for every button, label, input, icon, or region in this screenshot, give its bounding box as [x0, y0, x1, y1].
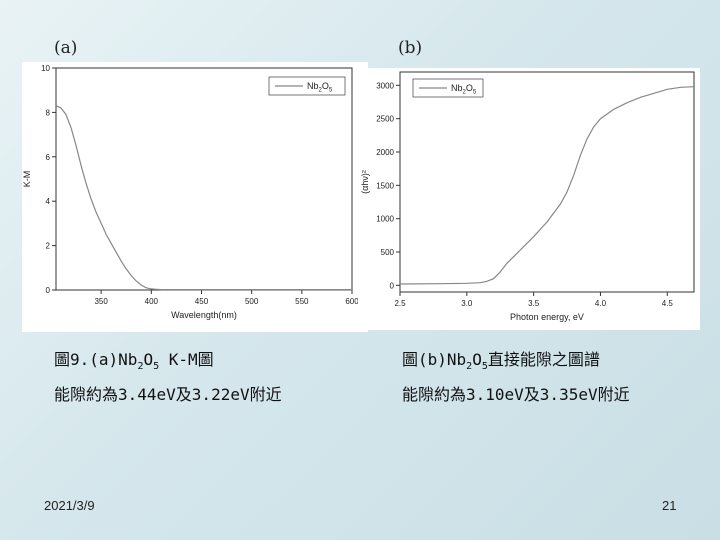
y-tick-label: 10 [41, 64, 50, 73]
y-axis-label: (αhν)² [360, 170, 370, 194]
caption-right-prefix: 圖(b)Nb [402, 350, 467, 369]
x-tick-label: 600 [345, 297, 359, 306]
caption-right-line1: 圖(b)Nb2O5直接能隙之圖譜 [402, 346, 630, 381]
caption-left: 圖9.(a)Nb2O5 K-M圖 能隙約為3.44eV及3.22eV附近 [54, 346, 282, 409]
panel-label-a: (a) [54, 38, 78, 58]
chart-b: 2.5 3.0 3.5 4.0 4.5 0 500 1000 1500 2000 2500 3000 P… [358, 68, 700, 330]
legend-label: Nb2O5 [307, 81, 333, 94]
y-tick-label: 0 [390, 281, 395, 290]
x-tick-label: 500 [245, 297, 259, 306]
x-tick-label: 3.0 [461, 299, 473, 308]
caption-right-mid: O [472, 350, 482, 369]
chart-a: 350 400 450 500 550 600 0 2 4 6 8 10 Wavelength(nm) K… [22, 62, 368, 332]
x-tick-label: 4.5 [662, 299, 674, 308]
x-axis-label: Photon energy, eV [510, 312, 584, 322]
y-tick-label: 500 [381, 248, 395, 257]
x-tick-label: 450 [195, 297, 209, 306]
panel-label-b: (b) [398, 38, 423, 58]
chart-b-svg: 2.5 3.0 3.5 4.0 4.5 0 500 1000 1500 2000 2500 3000 P… [360, 71, 695, 322]
y-tick-label: 1000 [376, 215, 394, 224]
series-line-Nb2O5 [55, 105, 352, 291]
y-axis-label: K-M [22, 171, 32, 188]
x-tick-label: 400 [145, 297, 159, 306]
slide-number: 21 [662, 498, 677, 513]
y-tick-label: 3000 [376, 81, 394, 90]
y-tick-label: 6 [46, 153, 51, 162]
caption-left-suffix: K-M圖 [159, 350, 214, 369]
y-tick-label: 0 [46, 286, 51, 295]
y-tick-label: 2500 [376, 115, 394, 124]
y-tick-label: 1500 [376, 181, 394, 190]
plot-frame [399, 71, 695, 293]
y-tick-label: 8 [46, 108, 51, 117]
legend-label: Nb2O5 [451, 83, 477, 96]
slide-date: 2021/3/9 [44, 498, 95, 513]
x-tick-label: 4.0 [595, 299, 607, 308]
legend-box [268, 76, 346, 96]
x-tick-label: 2.5 [394, 299, 406, 308]
chart-a-svg: 350 400 450 500 550 600 0 2 4 6 8 10 Wavelength(nm) K… [22, 64, 359, 320]
legend-box [412, 78, 484, 98]
caption-right-sub2: 5 [481, 361, 488, 373]
x-tick-label: 3.5 [528, 299, 540, 308]
caption-left-mid: O [143, 350, 154, 369]
caption-left-line2: 能隙約為3.44eV及3.22eV附近 [54, 385, 282, 405]
caption-left-sub1: 2 [137, 361, 144, 373]
caption-left-prefix: 圖9.(a)Nb [54, 350, 138, 369]
caption-right-line2: 能隙約為3.10eV及3.35eV附近 [402, 385, 630, 405]
caption-left-line1: 圖9.(a)Nb2O5 K-M圖 [54, 346, 282, 381]
caption-left-sub2: 5 [153, 361, 160, 373]
x-axis-label: Wavelength(nm) [171, 310, 237, 320]
series-line-Nb2O5 [399, 86, 695, 285]
x-tick-label: 350 [94, 297, 108, 306]
caption-right-suffix: 直接能隙之圖譜 [487, 350, 600, 369]
y-tick-label: 4 [46, 197, 51, 206]
x-tick-label: 550 [295, 297, 309, 306]
y-tick-label: 2000 [376, 148, 394, 157]
caption-right-sub1: 2 [466, 361, 473, 373]
y-tick-label: 2 [46, 242, 51, 251]
caption-right: 圖(b)Nb2O5直接能隙之圖譜 能隙約為3.10eV及3.35eV附近 [402, 346, 630, 409]
plot-frame [55, 67, 353, 291]
